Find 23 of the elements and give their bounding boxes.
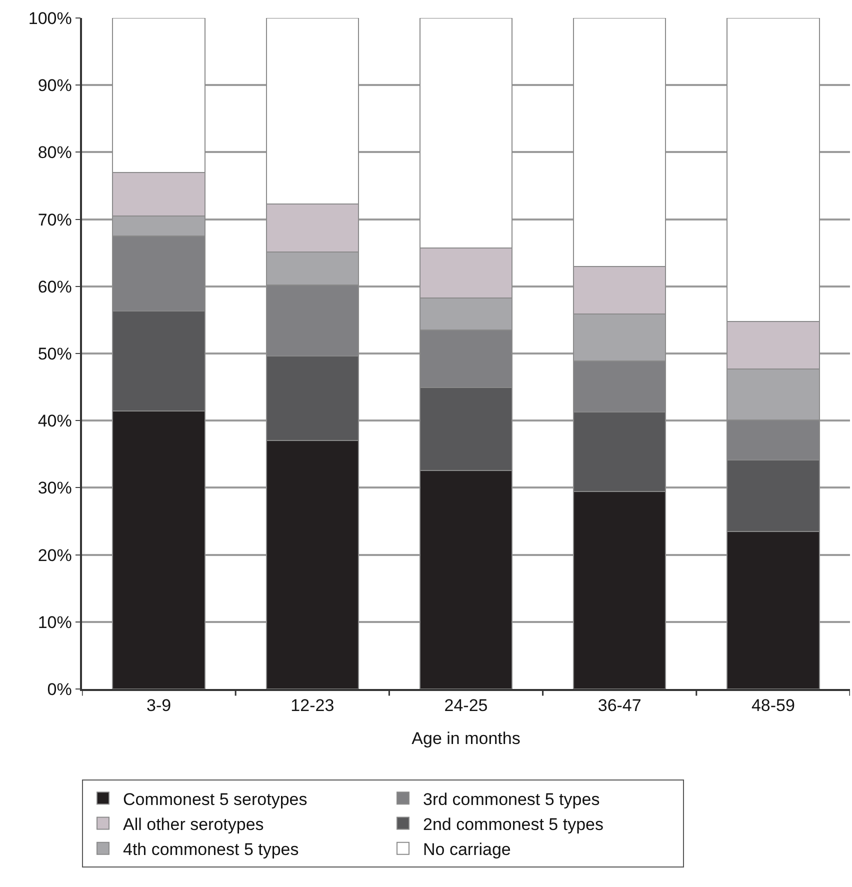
legend-label: 2nd commonest 5 types: [423, 814, 604, 834]
x-tick-label: 12-23: [290, 696, 334, 716]
y-tick-label: 20%: [38, 546, 72, 565]
legend-label: All other serotypes: [123, 814, 264, 834]
x-tick-label: 24-25: [444, 696, 488, 716]
x-tick-label: 36-47: [598, 696, 642, 716]
legend-label: 3rd commonest 5 types: [423, 790, 600, 809]
y-tick-label: 50%: [38, 344, 72, 364]
y-tick-label: 100%: [28, 8, 72, 28]
y-tick-label: 30%: [38, 478, 72, 498]
legend-label: 4th commonest 5 types: [123, 840, 299, 859]
x-tick-label: 48-59: [751, 696, 795, 716]
y-tick-label: 60%: [38, 277, 72, 296]
legend-label: Commonest 5 serotypes: [123, 790, 308, 809]
y-tick-label: 90%: [38, 76, 72, 96]
y-tick-label: 80%: [38, 143, 72, 162]
y-tick-label: 10%: [38, 612, 72, 632]
x-tick-label: 3-9: [146, 696, 172, 716]
y-tick-label: 40%: [38, 412, 72, 431]
x-axis-title: Age in months: [412, 729, 520, 748]
legend-label: No carriage: [423, 840, 511, 859]
y-tick-label: 0%: [47, 680, 72, 699]
y-tick-label: 70%: [38, 210, 72, 230]
